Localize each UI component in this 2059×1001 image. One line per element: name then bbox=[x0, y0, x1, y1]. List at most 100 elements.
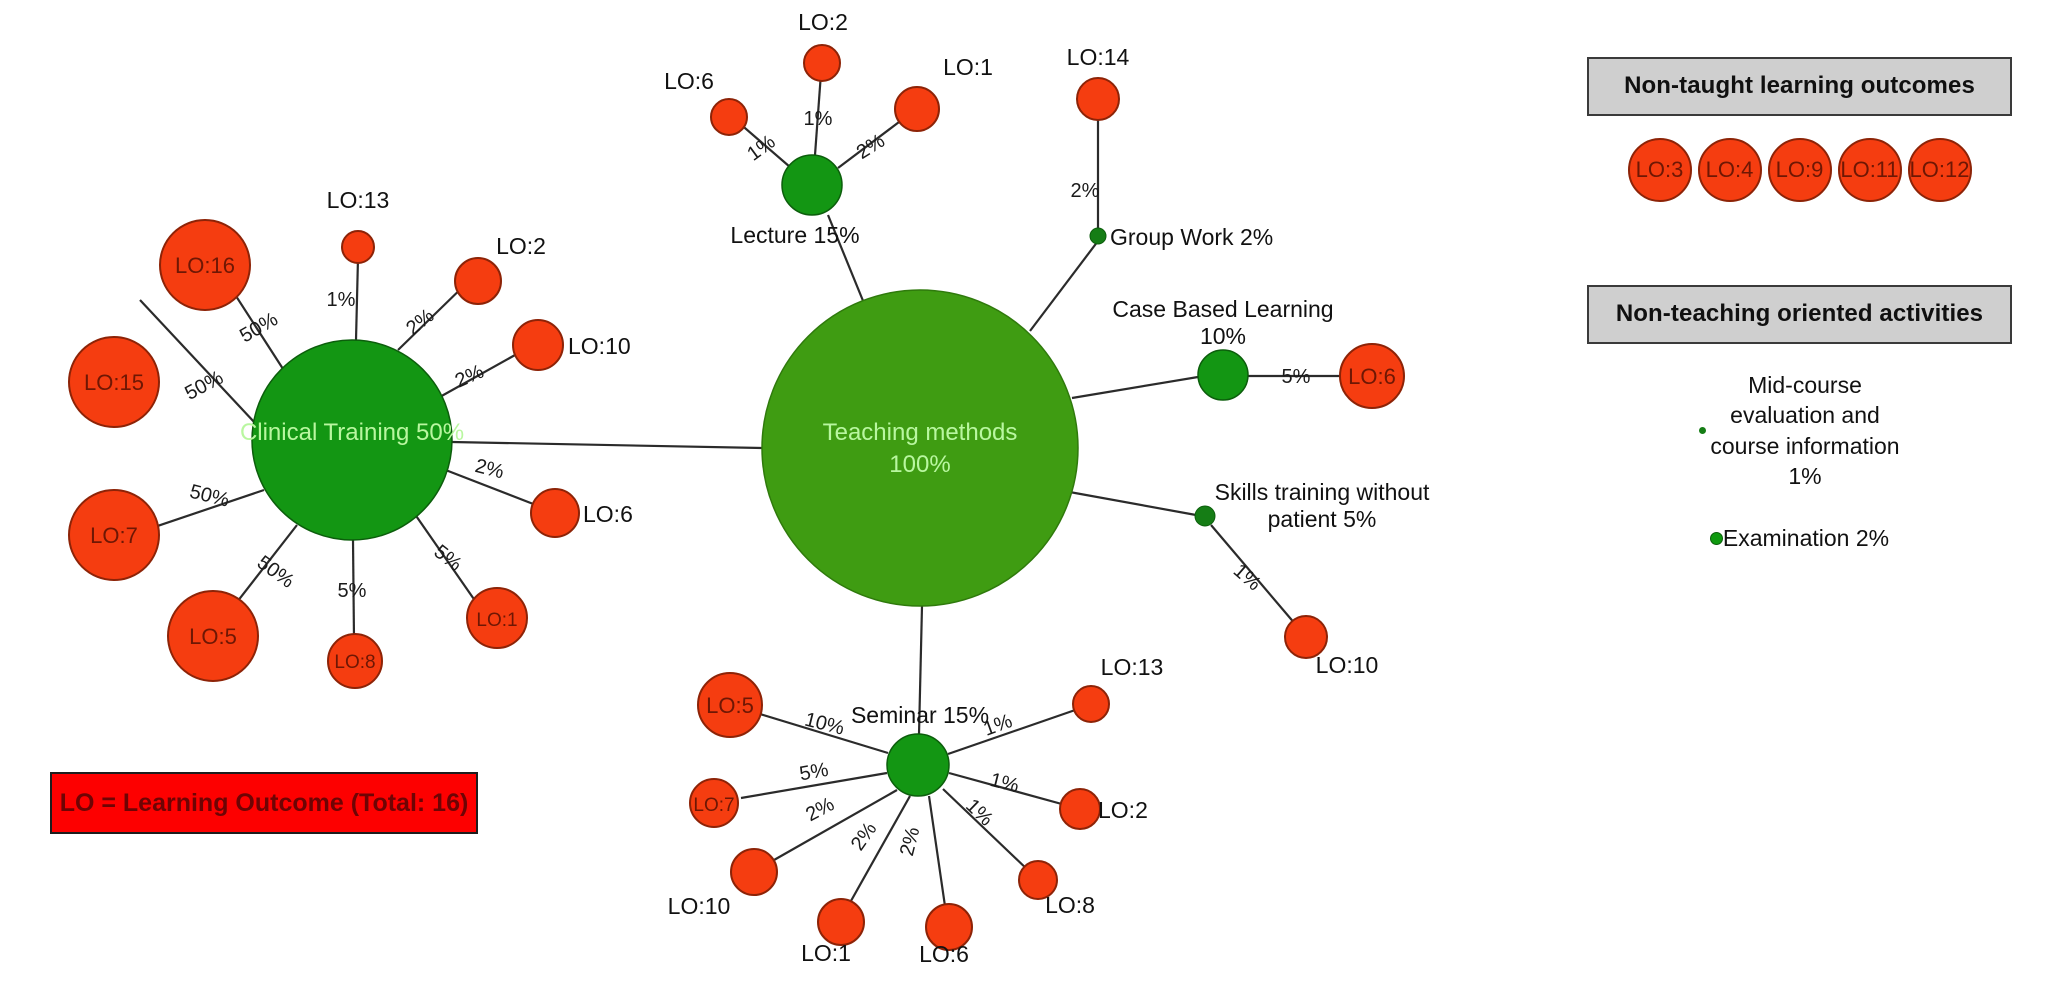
activity-midcourse-line3: course information bbox=[1710, 432, 1900, 459]
edge-label-seminar-lo10: 2% bbox=[802, 793, 838, 826]
edge-seminar-lo13 bbox=[947, 706, 1082, 756]
lo-key-label: LO = Learning Outcome (Total: 16) bbox=[59, 788, 469, 817]
node-seminar-lo6-label: LO:6 bbox=[919, 941, 969, 967]
node-seminar-label: Seminar 15% bbox=[851, 702, 989, 728]
node-seminar-lo5-label: LO:5 bbox=[706, 693, 754, 718]
edge-label-clinical-lo16: 50% bbox=[236, 308, 282, 347]
lo-chip[interactable]: LO:3 bbox=[1627, 138, 1692, 202]
node-clinical-training[interactable]: Clinical Training 50% bbox=[240, 339, 464, 541]
edge-lecture-lo2 bbox=[813, 72, 823, 156]
activity-examination-label: Examination 2% bbox=[1722, 525, 1890, 552]
node-clinical-lo13-label: LO:13 bbox=[327, 187, 390, 213]
node-clinical-lo2[interactable]: LO:2 bbox=[454, 233, 546, 305]
activity-midcourse-line1: Mid-course bbox=[1748, 372, 1862, 398]
lo-chip[interactable]: LO:11 bbox=[1837, 138, 1902, 202]
node-seminar-lo1-label: LO:1 bbox=[801, 940, 851, 966]
edge-clinical-lo1 bbox=[411, 509, 479, 606]
node-case-based-label-line2: 10% bbox=[1200, 323, 1246, 349]
node-lecture-lo6[interactable]: LO:6 bbox=[664, 68, 748, 136]
node-lecture-label: Lecture 15% bbox=[730, 222, 859, 248]
node-case-based-lo6[interactable]: LO:6 bbox=[1339, 343, 1405, 409]
node-clinical-lo6[interactable]: LO:6 bbox=[530, 488, 633, 538]
node-clinical-lo7-label: LO:7 bbox=[90, 523, 138, 548]
node-clinical-lo1-label: LO:1 bbox=[476, 610, 517, 631]
edge-label-seminar-lo2: 1% bbox=[988, 769, 1022, 797]
edge-lecture-lo1 bbox=[837, 115, 908, 169]
node-lecture-lo2[interactable]: LO:2 bbox=[798, 9, 848, 82]
node-skills-lo10-label: LO:10 bbox=[1316, 652, 1379, 678]
lo-chip[interactable]: LO:4 bbox=[1697, 138, 1762, 202]
edge-clinical-lo6 bbox=[442, 467, 542, 509]
node-clinical-lo8-label: LO:8 bbox=[334, 652, 375, 673]
edge-clinical-lo8 bbox=[351, 539, 356, 640]
node-skills-lo10[interactable]: LO:10 bbox=[1284, 615, 1379, 678]
edge-label-groupwork-lo14: 2% bbox=[1071, 180, 1100, 202]
edge-center-skills bbox=[1063, 489, 1197, 517]
edge-label-clinical-lo5: 50% bbox=[253, 551, 298, 592]
lo-chip[interactable]: LO:12 bbox=[1907, 138, 1972, 202]
legend-non-teaching-activities: Non-teaching oriented activities Mid-cou… bbox=[1587, 285, 2012, 552]
node-clinical-lo10-label: LO:10 bbox=[568, 333, 631, 359]
node-seminar-lo6[interactable]: LO:6 bbox=[919, 903, 973, 967]
edge-seminar-lo8 bbox=[942, 788, 1031, 873]
node-clinical-training-label: Clinical Training 50% bbox=[240, 419, 464, 446]
edge-label-clinical-lo7: 50% bbox=[187, 481, 231, 512]
activity-midcourse-line4: 1% bbox=[1788, 463, 1822, 490]
node-clinical-lo10[interactable]: LO:10 bbox=[512, 319, 631, 371]
node-clinical-lo2-label: LO:2 bbox=[496, 233, 546, 259]
node-seminar[interactable]: Seminar 15% bbox=[851, 702, 989, 797]
node-clinical-lo8[interactable]: LO:8 bbox=[327, 633, 383, 689]
node-group-work-lo14-label: LO:14 bbox=[1067, 44, 1130, 70]
node-seminar-lo1[interactable]: LO:1 bbox=[801, 898, 865, 966]
node-clinical-lo6-label: LO:6 bbox=[583, 501, 633, 527]
edge-label-casebased-lo6: 5% bbox=[1282, 366, 1311, 388]
edge-seminar-lo7 bbox=[740, 771, 888, 800]
edge-label-clinical-lo8: 5% bbox=[338, 580, 367, 602]
node-seminar-lo10[interactable]: LO:10 bbox=[668, 848, 778, 919]
node-case-based-label-line1: Case Based Learning bbox=[1112, 296, 1333, 322]
node-lecture-lo2-label: LO:2 bbox=[798, 9, 848, 35]
node-lecture-lo6-label: LO:6 bbox=[664, 68, 714, 94]
node-clinical-lo1[interactable]: LO:1 bbox=[466, 587, 528, 649]
node-teaching-methods-label-line1: Teaching methods bbox=[823, 419, 1018, 446]
node-case-based-learning[interactable]: Case Based Learning 10% bbox=[1112, 296, 1334, 401]
node-seminar-lo8[interactable]: LO:8 bbox=[1018, 860, 1095, 918]
node-clinical-lo7[interactable]: LO:7 bbox=[68, 489, 160, 581]
edge-seminar-lo2 bbox=[948, 771, 1070, 808]
node-clinical-lo16[interactable]: LO:16 bbox=[159, 219, 251, 311]
legend-non-taught-learning-outcomes: Non-taught learning outcomes LO:3 LO:4 L… bbox=[1587, 57, 2012, 202]
node-seminar-lo8-label: LO:8 bbox=[1045, 892, 1095, 918]
node-teaching-methods[interactable]: Teaching methods 100% bbox=[761, 289, 1079, 607]
edge-label-seminar-lo1: 2% bbox=[847, 818, 882, 854]
edge-center-clinical bbox=[451, 440, 763, 450]
node-clinical-lo5[interactable]: LO:5 bbox=[167, 590, 259, 682]
edge-label-seminar-lo5: 10% bbox=[802, 709, 846, 740]
activity-midcourse-evaluation[interactable]: Mid-course evaluation and course informa… bbox=[1587, 370, 2012, 491]
edge-label-skills-lo10: 1% bbox=[1229, 560, 1265, 596]
seminar-edges bbox=[740, 706, 1082, 914]
edge-label-lecture-lo6: 1% bbox=[743, 131, 779, 166]
edge-label-seminar-lo8: 1% bbox=[961, 795, 997, 831]
node-group-work-lo14[interactable]: LO:14 bbox=[1067, 44, 1130, 121]
node-lecture-lo1[interactable]: LO:1 bbox=[894, 54, 993, 132]
node-clinical-lo5-label: LO:5 bbox=[189, 624, 237, 649]
node-skills-training[interactable]: Skills training without patient 5% bbox=[1194, 479, 1430, 532]
node-skills-label-line1: Skills training without bbox=[1215, 479, 1430, 505]
node-group-work[interactable]: Group Work 2% bbox=[1089, 224, 1273, 250]
node-seminar-lo5[interactable]: LO:5 bbox=[697, 672, 763, 738]
node-clinical-lo13[interactable]: LO:13 bbox=[327, 187, 390, 264]
node-clinical-lo15-label: LO:15 bbox=[84, 370, 144, 395]
node-seminar-lo13[interactable]: LO:13 bbox=[1072, 654, 1163, 723]
lo-chip[interactable]: LO:9 bbox=[1767, 138, 1832, 202]
edge-label-clinical-lo1: 5% bbox=[430, 541, 466, 576]
node-seminar-lo7[interactable]: LO:7 bbox=[689, 778, 739, 828]
node-seminar-lo2[interactable]: LO:2 bbox=[1059, 788, 1148, 830]
node-seminar-lo10-label: LO:10 bbox=[668, 893, 731, 919]
edge-clinical-lo15 bbox=[139, 299, 256, 424]
node-seminar-lo7-label: LO:7 bbox=[693, 795, 734, 816]
lo-key-box: LO = Learning Outcome (Total: 16) bbox=[50, 772, 478, 834]
node-clinical-lo15[interactable]: LO:15 bbox=[68, 336, 160, 428]
node-lecture[interactable]: Lecture 15% bbox=[730, 154, 860, 248]
activity-examination[interactable]: Examination 2% bbox=[1587, 525, 2012, 552]
